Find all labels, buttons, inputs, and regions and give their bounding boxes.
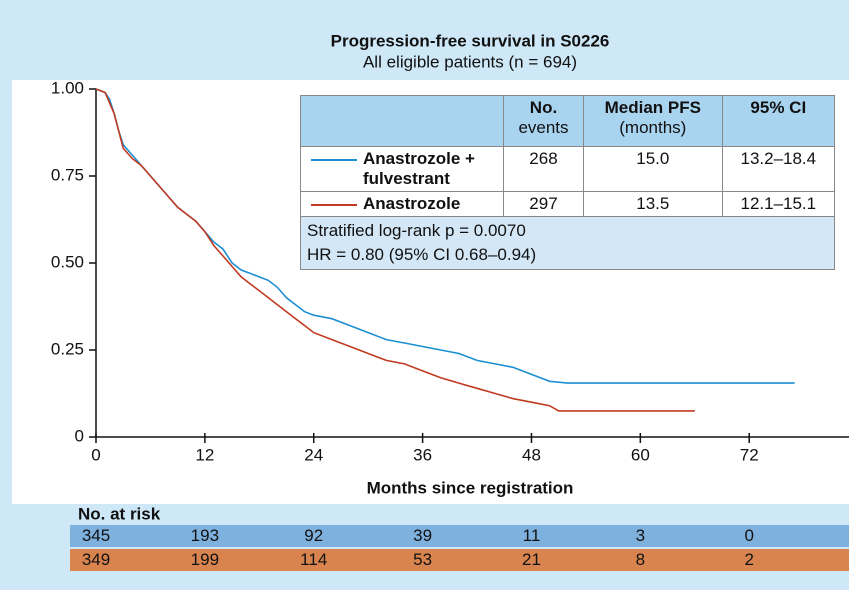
legend-table: No. events Median PFS (months) 95% CI Anas…: [300, 95, 836, 270]
legend-swatch: [311, 204, 357, 206]
table-cell: 268: [503, 146, 584, 192]
stats-row: Stratified log-rank p = 0.0070 HR = 0.80 …: [300, 216, 835, 270]
series-label: Anastrozole: [363, 194, 461, 213]
header-text: 95% CI: [750, 98, 807, 117]
at-risk-count: 2: [744, 550, 753, 569]
header-text: No.: [529, 98, 558, 117]
at-risk-count: 3: [636, 526, 645, 545]
table-cell: 13.5: [582, 191, 723, 217]
at-risk-count: 349: [82, 550, 110, 569]
header-cell: Median PFS (months): [582, 95, 723, 147]
series-label: Anastrozole + fulvestrant: [363, 149, 475, 188]
x-tick-label: 12: [195, 445, 214, 464]
table-cell: 12.1–15.1: [721, 191, 836, 217]
at-risk-count: 0: [744, 526, 753, 545]
chart-subtitle: All eligible patients (n = 694): [363, 52, 577, 71]
at-risk-count: 114: [300, 550, 327, 569]
header-text: events: [518, 118, 569, 137]
at-risk-count: 8: [636, 550, 645, 569]
x-tick-label: 60: [631, 445, 650, 464]
stats-text: Stratified log-rank p = 0.0070: [307, 221, 526, 240]
x-tick-label: 72: [740, 445, 759, 464]
y-tick-label: 0.25: [51, 339, 84, 358]
x-axis-label: Months since registration: [367, 478, 574, 497]
stats-text: HR = 0.80 (95% CI 0.68–0.94): [307, 245, 537, 264]
header-cell: [300, 95, 504, 147]
y-tick-label: 1.00: [51, 78, 84, 97]
y-tick-label: 0.50: [51, 252, 84, 271]
x-tick-label: 36: [413, 445, 432, 464]
table-cell: 13.2–18.4: [721, 146, 836, 192]
at-risk-count: 11: [523, 526, 541, 545]
series-name: Anastrozole: [300, 191, 504, 217]
legend-swatch: [311, 159, 357, 161]
header-text: (months): [619, 118, 687, 137]
at-risk-count: 53: [413, 550, 432, 569]
x-tick-label: 48: [522, 445, 541, 464]
at-risk-count: 39: [413, 526, 432, 545]
at-risk-row: [70, 549, 849, 571]
at-risk-count: 21: [522, 550, 541, 569]
chart-title: Progression-free survival in S0226: [331, 31, 610, 50]
header-cell: No. events: [503, 95, 584, 147]
at-risk-row: [70, 525, 849, 547]
at-risk-count: 345: [82, 526, 110, 545]
table-cell: 15.0: [582, 146, 723, 192]
at-risk-count: 193: [191, 526, 219, 545]
at-risk-count: 92: [304, 526, 323, 545]
legend-row: Anastrozole 297 13.5 12.1–15.1: [300, 191, 836, 217]
y-tick-label: 0.75: [51, 165, 84, 184]
stats-cell: Stratified log-rank p = 0.0070 HR = 0.80 …: [300, 216, 835, 270]
at-risk-count: 199: [191, 550, 219, 569]
x-tick-label: 24: [304, 445, 323, 464]
header-text: Median PFS: [604, 98, 701, 117]
y-tick-label: 0: [75, 426, 84, 445]
table-cell: 297: [503, 191, 584, 217]
legend-header: No. events Median PFS (months) 95% CI: [300, 95, 836, 147]
x-tick-label: 0: [91, 445, 100, 464]
header-cell: 95% CI: [721, 95, 836, 147]
at-risk-title: No. at risk: [78, 504, 161, 523]
survival-curve: [95, 88, 695, 412]
legend-row: Anastrozole + fulvestrant 268 15.0 13.2–18.…: [300, 146, 836, 192]
series-name: Anastrozole + fulvestrant: [300, 146, 504, 192]
